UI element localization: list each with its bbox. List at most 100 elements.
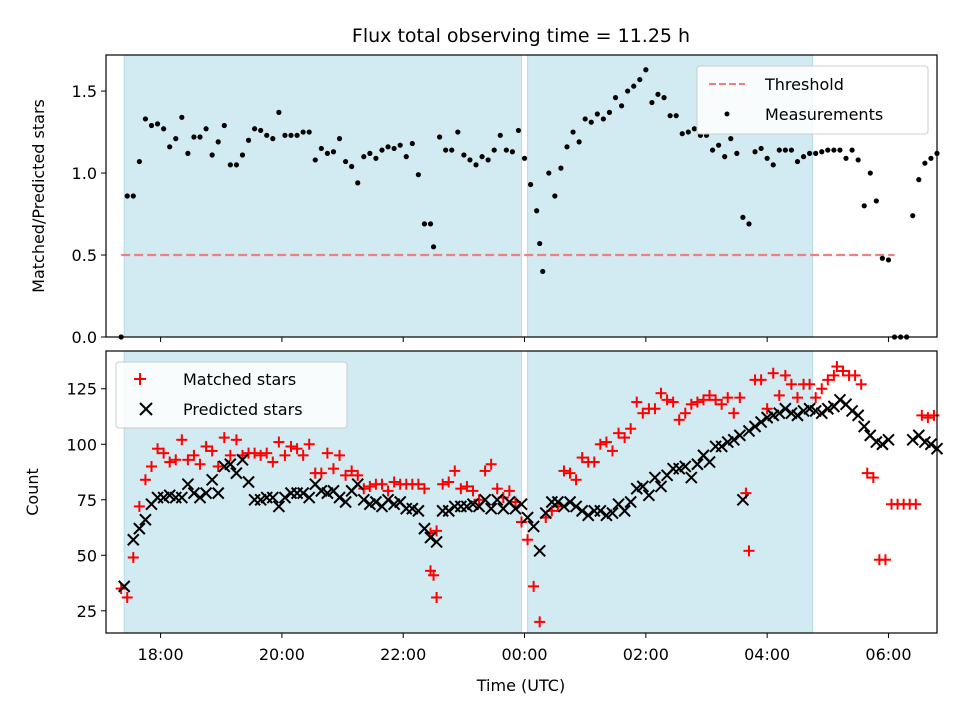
measurements-point-18 — [227, 162, 233, 168]
predicted-stars-point-29 — [296, 486, 310, 500]
predicted-stars-point-12 — [193, 491, 207, 504]
matched-stars-point-41 — [364, 480, 376, 492]
ratio-y-axis-label: Matched/Predicted stars — [29, 99, 48, 293]
matched-stars-point-113 — [779, 369, 791, 381]
predicted-stars-point-98 — [715, 440, 728, 453]
predicted-stars-point-14 — [205, 473, 219, 486]
predicted-stars-point-118 — [833, 393, 847, 407]
measurements-point-121 — [843, 155, 849, 161]
measurements-point-93 — [673, 113, 679, 119]
predicted-stars-point-2 — [133, 522, 146, 535]
predicted-stars-point-43 — [381, 493, 395, 506]
measurements-point-23 — [258, 127, 264, 134]
matched-stars-point-96 — [679, 407, 691, 419]
measurements-point-54 — [443, 147, 449, 153]
measurements-point-69 — [534, 208, 540, 214]
x-tick-label-0: 18:00 — [138, 645, 184, 664]
measurements-point-56 — [455, 129, 461, 135]
measurements-point-61 — [485, 157, 491, 163]
predicted-stars-point-68 — [533, 544, 546, 558]
matched-stars-point-81 — [588, 456, 600, 468]
measurements-point-106 — [752, 149, 758, 155]
measurements-point-9 — [173, 136, 179, 142]
predicted-stars-point-115 — [815, 406, 828, 420]
measurements-point-20 — [239, 152, 246, 158]
matched-stars-point-4 — [139, 474, 151, 486]
x-axis-label: Time (UTC) — [476, 676, 565, 695]
predicted-stars-point-69 — [539, 506, 552, 520]
predicted-stars-point-87 — [648, 471, 662, 484]
matched-stars-point-85 — [613, 427, 625, 439]
measurements-point-87 — [637, 76, 643, 83]
matched-stars-point-99 — [697, 394, 709, 406]
matched-stars-point-44 — [382, 485, 394, 497]
matched-stars-point-136 — [916, 409, 928, 421]
predicted-stars-point-15 — [212, 486, 225, 500]
count-panel-frame — [105, 350, 938, 634]
predicted-stars-point-105 — [754, 415, 768, 429]
matched-stars-point-118 — [810, 392, 822, 404]
chart-title: Flux total observing time = 11.25 h — [352, 25, 690, 47]
predicted-stars-point-35 — [333, 491, 346, 504]
measurements-point-67 — [521, 155, 528, 161]
matched-stars-point-69 — [516, 516, 527, 528]
predicted-stars-point-64 — [509, 502, 522, 515]
ratio-panel: 0.0 0.5 1.0 1.5 Matched/Predicted stars Thr… — [29, 54, 940, 347]
matched-stars-point-97 — [685, 398, 697, 410]
measurements-point-1 — [124, 193, 130, 199]
measurements-point-8 — [167, 144, 173, 150]
predicted-stars-point-49 — [418, 522, 431, 535]
matched-stars-point-28 — [285, 440, 297, 452]
measurements-point-89 — [649, 99, 655, 106]
predicted-stars-point-109 — [779, 402, 792, 415]
predicted-stars-point-3 — [139, 513, 152, 526]
measurements-point-12 — [191, 134, 197, 140]
matched-stars-legend-label: Matched stars — [183, 370, 296, 389]
predicted-stars-point-80 — [606, 506, 619, 520]
measurements-point-29 — [294, 132, 300, 138]
measurements-point-53 — [437, 134, 443, 140]
measurements-point-47 — [403, 154, 409, 160]
predicted-stars-point-102 — [736, 493, 750, 506]
predicted-stars-point-83 — [624, 495, 637, 509]
predicted-stars-point-73 — [563, 495, 577, 509]
predicted-stars-point-127 — [906, 433, 919, 447]
measurements-point-118 — [825, 147, 831, 153]
measurements-point-17 — [221, 122, 227, 129]
matched-stars-point-31 — [303, 438, 315, 450]
matched-stars-point-115 — [791, 392, 803, 404]
measurements-point-126 — [873, 198, 879, 204]
x-tick-label-6: 06:00 — [865, 645, 911, 664]
measurements-point-63 — [497, 132, 503, 138]
count-panel: 25 50 75 100 125 18:00 20:00 22:00 00:00 02:00 04… — [23, 350, 944, 664]
measurements-point-123 — [855, 157, 861, 163]
predicted-stars-point-76 — [582, 509, 595, 522]
measurements-point-11 — [185, 150, 191, 156]
matched-stars-point-25 — [267, 456, 279, 468]
measurements-point-133 — [916, 177, 922, 183]
measurements-point-58 — [467, 157, 473, 163]
measurements-point-10 — [179, 114, 185, 120]
matched-stars-point-16 — [212, 460, 224, 472]
measurements-point-43 — [379, 147, 385, 153]
predicted-stars-point-93 — [685, 471, 698, 484]
predicted-stars-point-26 — [278, 491, 292, 504]
matched-stars-point-95 — [673, 414, 685, 426]
measurements-point-102 — [728, 136, 734, 142]
measurements-point-79 — [588, 119, 594, 125]
matched-stars-point-94 — [667, 396, 679, 408]
matched-stars-point-112 — [773, 389, 785, 401]
measurements-point-46 — [397, 142, 403, 148]
predicted-stars-point-100 — [727, 433, 741, 447]
measurements-point-4 — [142, 116, 149, 122]
measurements-point-2 — [130, 193, 136, 199]
matched-stars-point-117 — [804, 378, 816, 390]
matched-stars-point-121 — [828, 369, 840, 381]
measurements-point-16 — [215, 139, 221, 145]
matched-stars-point-13 — [194, 458, 206, 470]
matched-stars-point-30 — [297, 449, 309, 461]
measurements-point-77 — [576, 139, 582, 145]
predicted-stars-point-108 — [773, 406, 786, 420]
measurements-point-74 — [558, 165, 564, 171]
predicted-stars-point-60 — [484, 502, 498, 515]
